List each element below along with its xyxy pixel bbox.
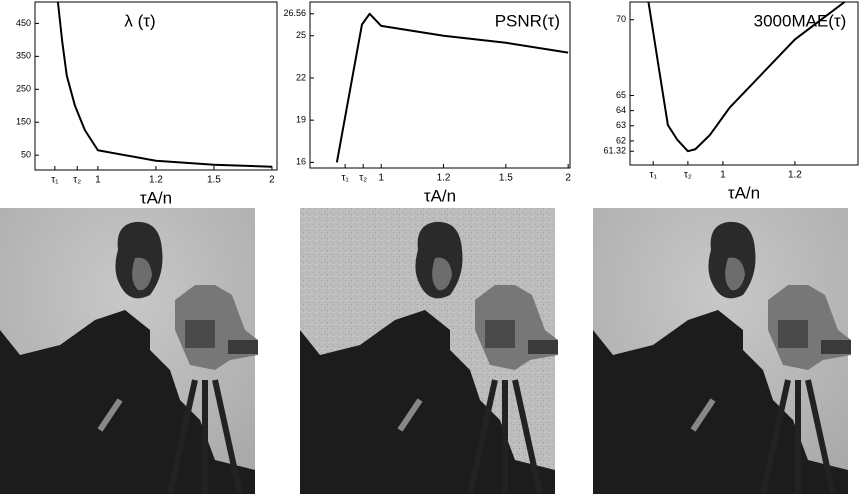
y-tick-label: 70 bbox=[616, 14, 626, 24]
y-tick-label: 50 bbox=[21, 150, 31, 160]
data-line bbox=[335, 12, 569, 163]
x-tick-label: τ₁ bbox=[341, 173, 349, 184]
y-tick-label: 16 bbox=[296, 157, 306, 167]
image-panel bbox=[300, 208, 558, 494]
x-tick-label: 2 bbox=[565, 173, 571, 184]
y-tick-label: 64 bbox=[616, 105, 626, 115]
x-tick-label: 2 bbox=[269, 175, 275, 186]
image-panel bbox=[0, 208, 258, 494]
x-tick-label: 1.2 bbox=[788, 170, 802, 181]
y-tick-label: 26.56 bbox=[283, 8, 306, 18]
x-tick-label: 1.5 bbox=[499, 173, 513, 184]
y-tick-label: 150 bbox=[16, 117, 31, 127]
plot-frame bbox=[34, 1, 278, 171]
x-tick-label: 1.5 bbox=[207, 175, 221, 186]
y-tick-label: 25 bbox=[296, 30, 306, 40]
y-tick-label: 65 bbox=[616, 90, 626, 100]
y-tick-label: 19 bbox=[296, 115, 306, 125]
x-tick-label: 1.2 bbox=[149, 175, 163, 186]
x-tick-label: τ₂ bbox=[359, 173, 367, 184]
y-tick-label: 450 bbox=[16, 18, 31, 28]
chart-title: 3000MAE(τ) bbox=[754, 11, 847, 30]
data-line bbox=[647, 2, 846, 153]
y-tick-label: 22 bbox=[296, 72, 306, 82]
x-axis-label: τA/n bbox=[140, 188, 172, 207]
x-axis-label: τA/n bbox=[424, 186, 456, 205]
data-line bbox=[56, 2, 272, 168]
x-tick-label: τ₁ bbox=[51, 175, 59, 186]
chart-title: PSNR(τ) bbox=[495, 11, 560, 30]
y-tick-label: 63 bbox=[616, 120, 626, 130]
chart-title: λ (τ) bbox=[124, 11, 155, 30]
chart-panel: 16 19 22 25 26.56 τ₁ τ₂ 1 1.2 1.5 2 τA/n PSNR(τ) bbox=[283, 1, 571, 205]
x-axis-label: τA/n bbox=[728, 183, 760, 202]
x-tick-label: τ₁ bbox=[650, 170, 658, 181]
x-tick-label: 1 bbox=[378, 173, 384, 184]
x-tick-label: τ₂ bbox=[73, 175, 81, 186]
y-tick-label: 350 bbox=[16, 51, 31, 61]
x-tick-label: 1 bbox=[720, 170, 726, 181]
chart-panel: 50 150 250 350 450 τ₁ τ₂ 1 1.2 1.5 2 τA/n λ (τ) bbox=[16, 1, 278, 207]
x-tick-label: τ₂ bbox=[684, 170, 692, 181]
x-tick-label: 1.2 bbox=[437, 173, 451, 184]
plot-frame bbox=[309, 1, 571, 169]
y-tick-label: 250 bbox=[16, 84, 31, 94]
y-tick-label: 61.32 bbox=[603, 146, 626, 156]
x-tick-label: 1 bbox=[95, 175, 101, 186]
plot-frame bbox=[629, 1, 859, 166]
image-panel bbox=[593, 208, 851, 494]
y-tick-label: 62 bbox=[616, 135, 626, 145]
